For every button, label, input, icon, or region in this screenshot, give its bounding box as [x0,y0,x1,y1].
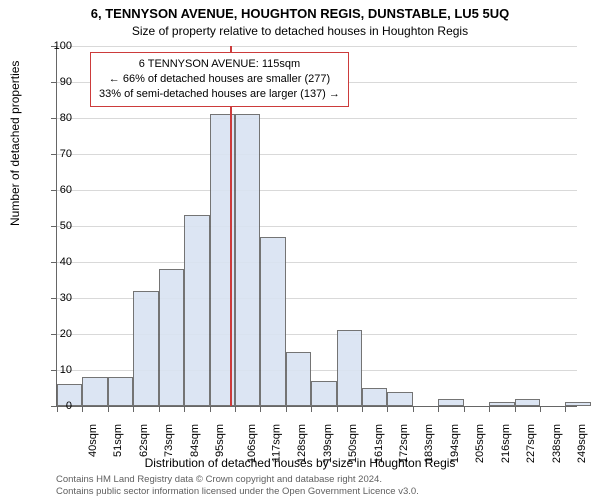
chart-container: 6, TENNYSON AVENUE, HOUGHTON REGIS, DUNS… [0,0,600,500]
x-tick [159,406,160,412]
y-tick-label: 70 [32,148,72,160]
grid-line [57,154,577,155]
y-tick-label: 40 [32,256,72,268]
grid-line [57,226,577,227]
x-tick-label: 95sqm [214,424,226,457]
x-tick [82,406,83,412]
y-tick-label: 80 [32,112,72,124]
x-tick [540,406,541,412]
bar [387,392,412,406]
x-tick [210,406,211,412]
bar [311,381,336,406]
x-tick-label: 150sqm [347,424,359,463]
x-tick [337,406,338,412]
x-tick [235,406,236,412]
bar [362,388,387,406]
bar [159,269,184,406]
x-tick [286,406,287,412]
x-tick-label: 183sqm [424,424,436,463]
y-tick-label: 50 [32,220,72,232]
bar [108,377,133,406]
y-tick-label: 20 [32,328,72,340]
x-tick-label: 84sqm [189,424,201,457]
annotation-line1: 6 TENNYSON AVENUE: 115sqm [99,57,340,72]
title-sub: Size of property relative to detached ho… [0,24,600,38]
x-tick-label: 128sqm [297,424,309,463]
annotation-line2: ← 66% of detached houses are smaller (27… [99,72,340,87]
y-axis-label: Number of detached properties [8,61,22,226]
x-tick-label: 194sqm [449,424,461,463]
bar [260,237,285,406]
x-tick-label: 139sqm [322,424,334,463]
bar [565,402,590,406]
title-main: 6, TENNYSON AVENUE, HOUGHTON REGIS, DUNS… [0,6,600,21]
x-tick [260,406,261,412]
bar [438,399,463,406]
grid-line [57,118,577,119]
bar [235,114,260,406]
grid-line [57,46,577,47]
bar [184,215,209,406]
x-tick-label: 249sqm [576,424,588,463]
y-tick-label: 60 [32,184,72,196]
bar [133,291,158,406]
x-tick-label: 117sqm [270,424,282,462]
bar [286,352,311,406]
grid-line [57,262,577,263]
x-tick-label: 216sqm [500,424,512,463]
bar [489,402,514,406]
x-tick [387,406,388,412]
x-tick-label: 238sqm [551,424,563,463]
y-tick-label: 100 [32,40,72,52]
bar [337,330,362,406]
x-tick [184,406,185,412]
footer: Contains HM Land Registry data © Crown c… [56,474,419,498]
y-tick-label: 0 [32,400,72,412]
footer-line1: Contains HM Land Registry data © Crown c… [56,474,419,486]
x-tick-label: 172sqm [398,424,410,463]
x-tick-label: 227sqm [525,424,537,463]
x-tick [464,406,465,412]
bar [515,399,540,406]
grid-line [57,190,577,191]
x-tick [413,406,414,412]
x-tick [362,406,363,412]
x-tick-label: 51sqm [112,424,124,457]
x-tick-label: 205sqm [474,424,486,463]
y-tick-label: 90 [32,76,72,88]
x-tick [565,406,566,412]
y-tick-label: 30 [32,292,72,304]
x-tick-label: 161sqm [373,424,385,463]
x-tick [489,406,490,412]
x-tick [438,406,439,412]
x-tick-label: 40sqm [87,424,99,457]
x-tick-label: 73sqm [163,424,175,457]
x-tick [108,406,109,412]
x-tick-label: 106sqm [246,424,258,463]
footer-line2: Contains public sector information licen… [56,486,419,498]
x-tick [311,406,312,412]
x-tick-label: 62sqm [138,424,150,457]
bar [82,377,107,406]
annotation-line3: 33% of semi-detached houses are larger (… [99,87,340,102]
y-tick-label: 10 [32,364,72,376]
x-tick [133,406,134,412]
x-tick [515,406,516,412]
annotation-box: 6 TENNYSON AVENUE: 115sqm ← 66% of detac… [90,52,349,107]
